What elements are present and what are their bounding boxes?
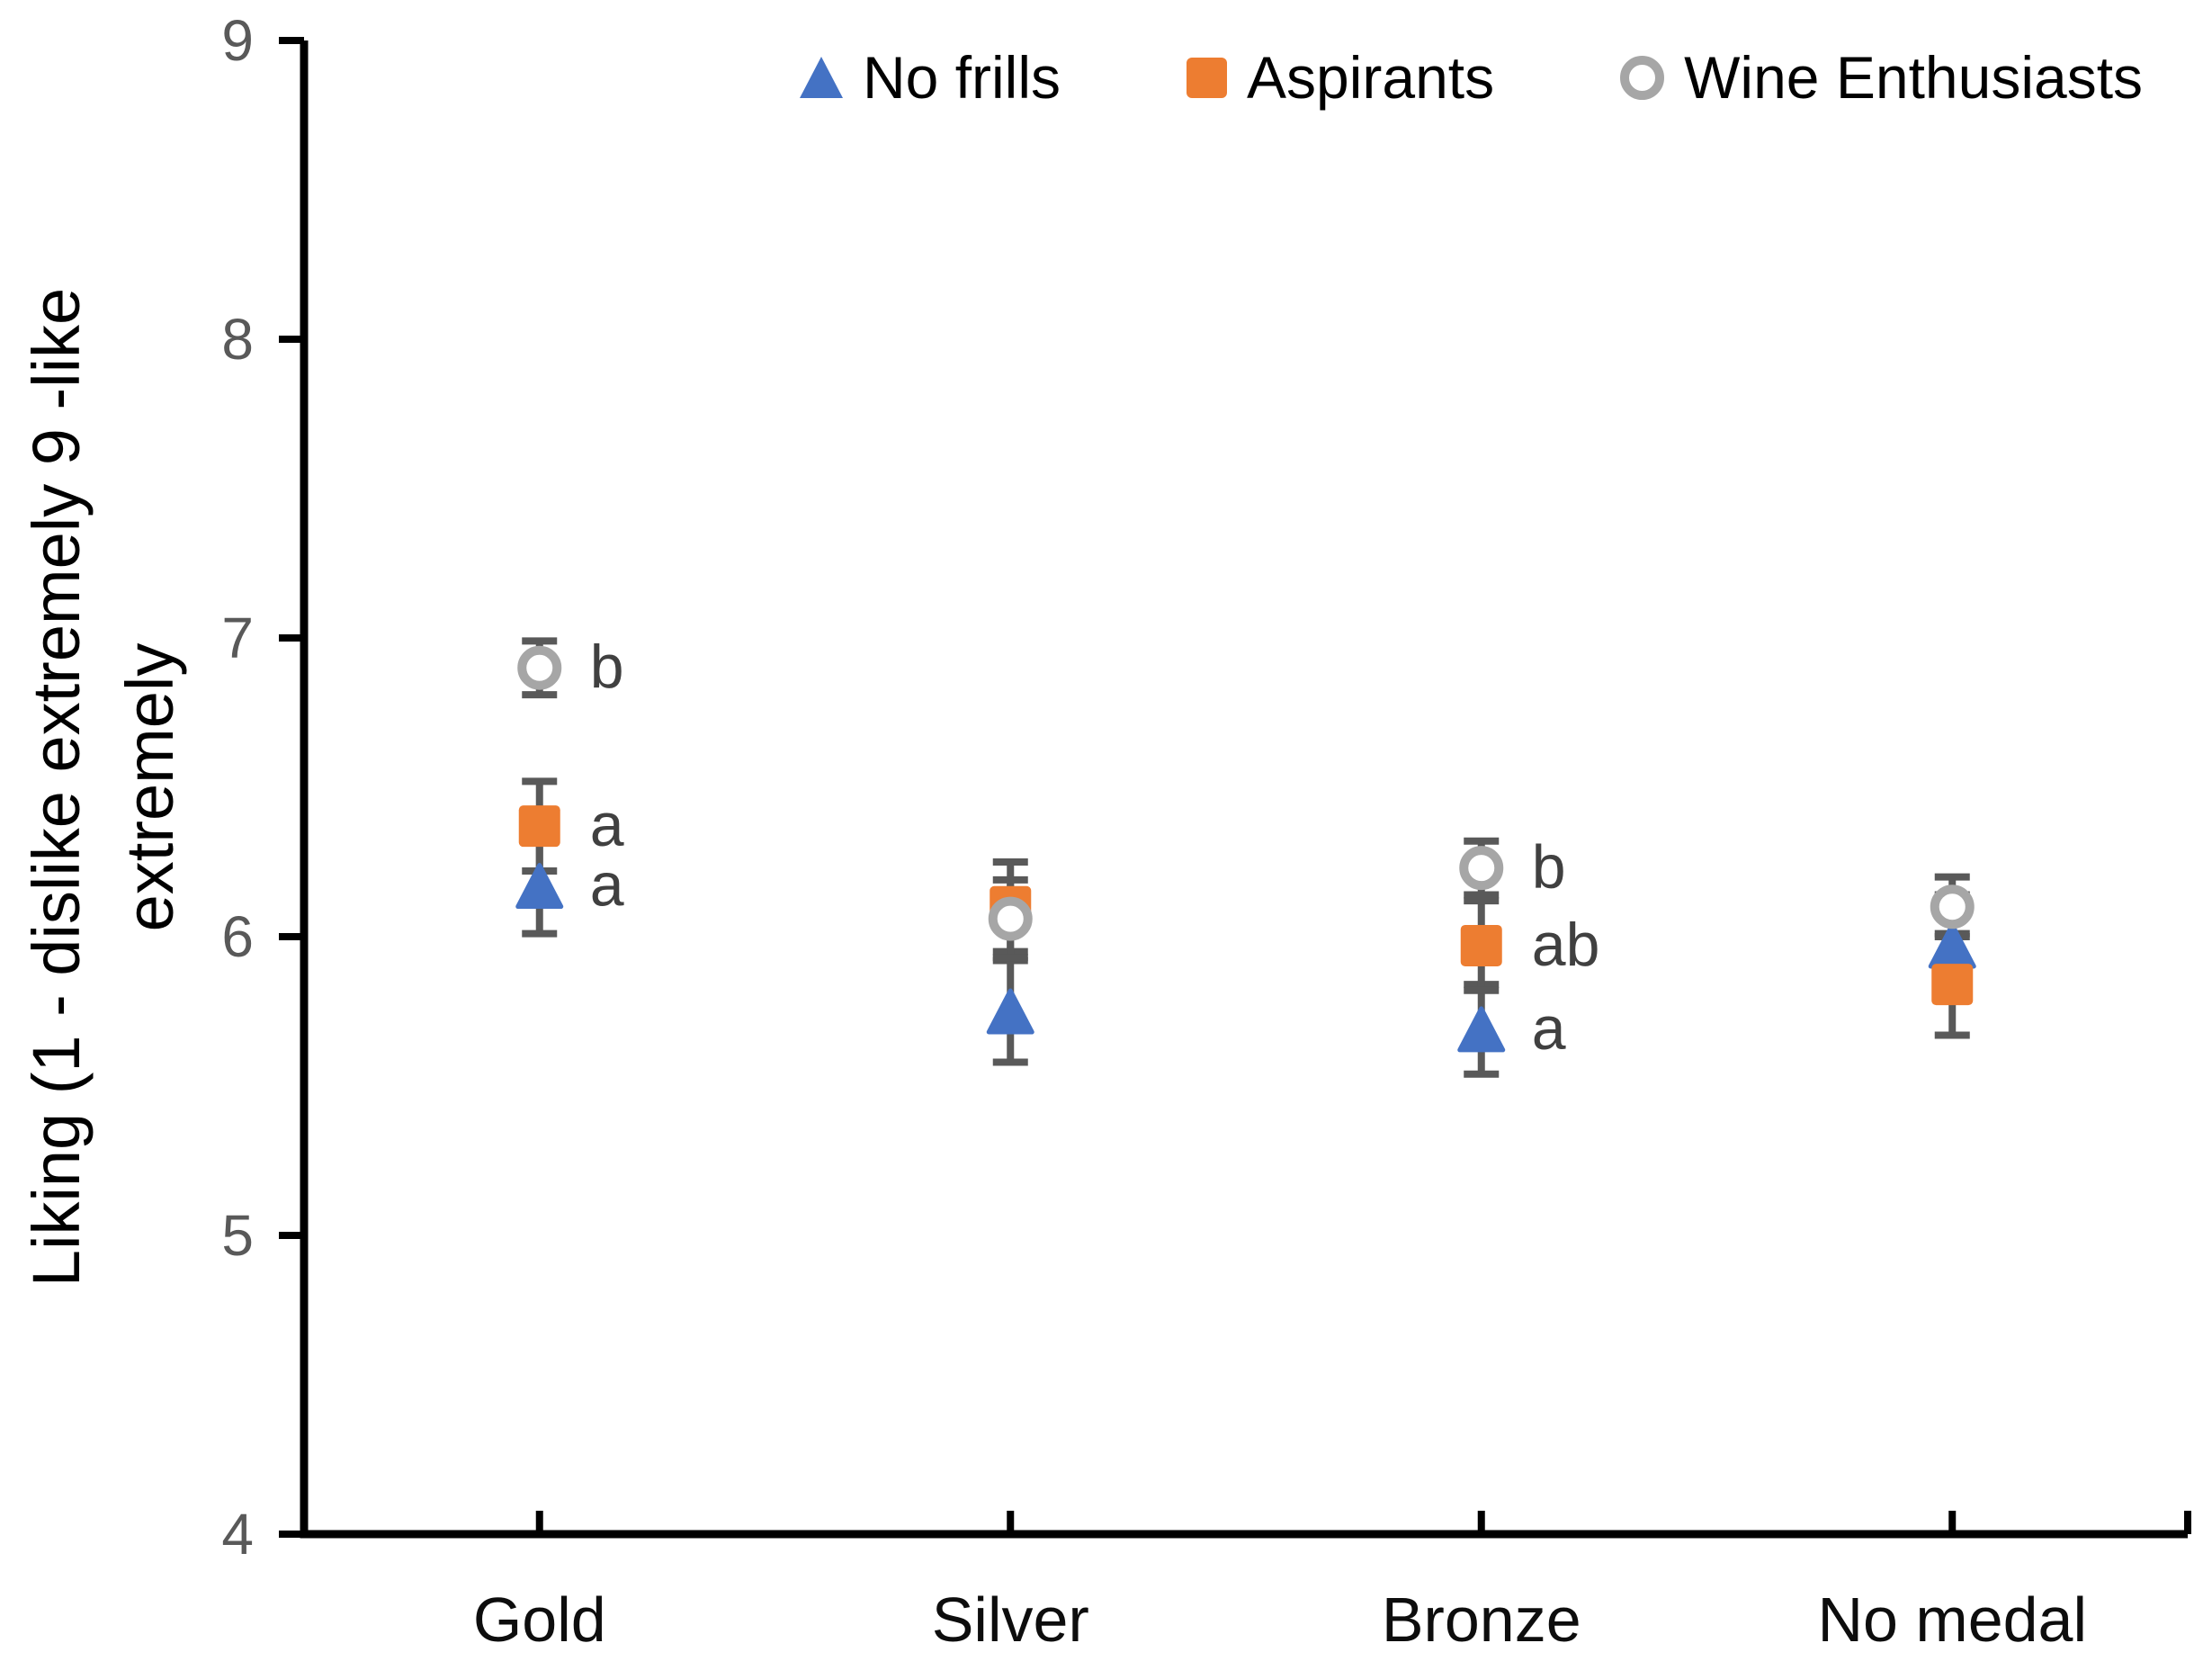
sig-letter-aspirants-gold: a [590,791,624,859]
marker-aspirants-gold [518,805,560,848]
marker-no-frills-bronze [1457,1006,1506,1053]
legend-item-no-frills: No frills [800,43,1061,112]
marker-aspirants-bronze [1460,924,1502,966]
sig-letter-no-frills-bronze: a [1532,994,1566,1063]
y-axis-title: Liking (1 - dislike extremely 9 -like ex… [10,22,197,1552]
y-tick-label-4: 4 [221,1502,254,1567]
sig-letter-aspirants-bronze: ab [1532,911,1600,979]
sig-letter-wine-enthusiasts-gold: b [590,633,624,701]
legend-item-wine-enthusiasts: Wine Enthusiasts [1620,43,2143,112]
legend-item-aspirants: Aspirants [1187,43,1494,112]
x-category-label-bronze: Bronze [1381,1585,1581,1655]
y-tick-label-7: 7 [221,606,254,670]
legend-label-wine-enthusiasts: Wine Enthusiasts [1684,44,2144,111]
y-axis-title-line2: extremely [112,642,187,932]
chart-legend: No frills Aspirants Wine Enthusiasts [800,32,2143,122]
marker-wine-enthusiasts-silver [988,896,1033,941]
marker-wine-enthusiasts-bronze [1459,846,1504,891]
legend-label-no-frills: No frills [863,44,1061,111]
legend-triangle-icon [800,57,843,98]
sig-letter-no-frills-gold: a [590,851,624,920]
sig-letter-wine-enthusiasts-bronze: b [1532,833,1566,902]
marker-wine-enthusiasts-gold [517,645,562,690]
legend-open-circle-icon [1620,55,1665,100]
y-tick-label-8: 8 [221,307,254,372]
marker-wine-enthusiasts-no-medal [1930,884,1975,929]
x-category-label-gold: Gold [472,1585,606,1655]
x-category-label-silver: Silver [931,1585,1089,1655]
legend-label-aspirants: Aspirants [1247,44,1495,111]
y-tick-label-6: 6 [221,904,254,969]
x-category-label-no-medal: No medal [1817,1585,2088,1655]
marker-no-frills-gold [515,863,564,910]
y-tick-label-5: 5 [221,1203,254,1268]
y-tick-label-9: 9 [221,8,254,73]
marker-no-frills-silver [986,988,1034,1035]
legend-square-icon [1187,57,1228,98]
y-axis-title-line1: Liking (1 - dislike extremely 9 -like [19,287,94,1288]
marker-aspirants-no-medal [1931,964,1974,1006]
